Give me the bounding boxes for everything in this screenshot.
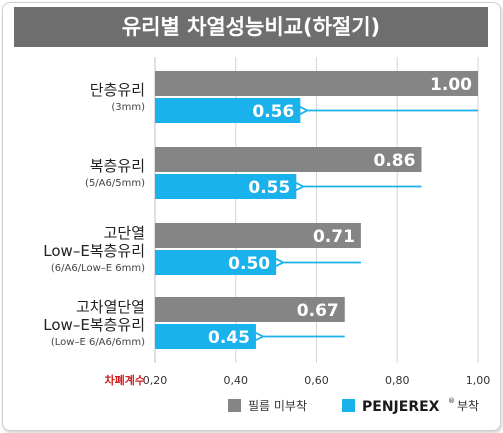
data-label: 0.67 [297,301,339,321]
legend-swatch-penjerex [342,399,355,412]
category-sublabel: (Low–E 6/A6/6mm) [51,337,145,348]
title-banner [14,7,488,47]
x-tick-label: 0,20 [143,374,168,387]
bar-no-film [155,297,345,322]
category-sublabel: (3mm) [111,102,145,113]
bar-penjerex [155,98,301,123]
data-label: 0.55 [248,178,290,198]
category-sublabel: (6/A6/Low–E 6mm) [51,263,145,274]
bar-no-film [155,147,422,172]
x-tick-label: 0,80 [385,374,410,387]
data-label: 0.56 [252,102,294,122]
category-label: 단층유리 [90,81,145,99]
data-label: 0.45 [208,328,250,348]
bar-penjerex [155,324,256,349]
category-label: Low–E복층유리 [43,242,145,260]
category-label: 고단열 [104,224,145,242]
legend-label-penjerex: 부착 [457,399,479,413]
x-axis-label: 차폐계수 [105,373,145,387]
legend: 필름 미부착 PENJEREX ® 부착 [228,397,479,415]
bar-no-film [155,223,361,248]
data-label: 0.86 [374,151,416,171]
bar-no-film [155,71,478,96]
category-label: 고차열단열 [76,298,145,316]
category-sublabel: (5/A6/5mm) [85,178,145,189]
title-text: 유리별 차열성능비교(하절기) [122,15,380,39]
bar-penjerex [155,250,277,275]
data-label: 0.50 [228,254,270,274]
x-axis-ticks: 0,20 0,40 0,60 0,80 1,00 [143,374,491,387]
bar-penjerex [155,174,297,199]
data-label: 0.71 [313,227,355,247]
x-tick-label: 1,00 [466,374,491,387]
legend-swatch-no-film [228,399,241,412]
chart-title: 유리별 차열성능비교(하절기) [14,7,488,47]
x-tick-label: 0,40 [224,374,249,387]
category-label: 복층유리 [90,157,145,175]
legend-brand-mark: ® [448,397,455,405]
category-label: Low–E복층유리 [43,316,145,334]
data-label: 1.00 [430,75,472,95]
bars: 1.00 0.56 0.86 0.55 0.71 0.50 0.67 0.45 [155,71,478,349]
legend-label-no-film: 필름 미부착 [248,399,307,413]
legend-brand: PENJEREX [362,399,440,415]
x-tick-label: 0,60 [304,374,329,387]
category-labels: 단층유리(3mm)복층유리(5/A6/5mm)고단열Low–E복층유리(6/A6… [43,81,145,348]
arrows [262,111,478,337]
